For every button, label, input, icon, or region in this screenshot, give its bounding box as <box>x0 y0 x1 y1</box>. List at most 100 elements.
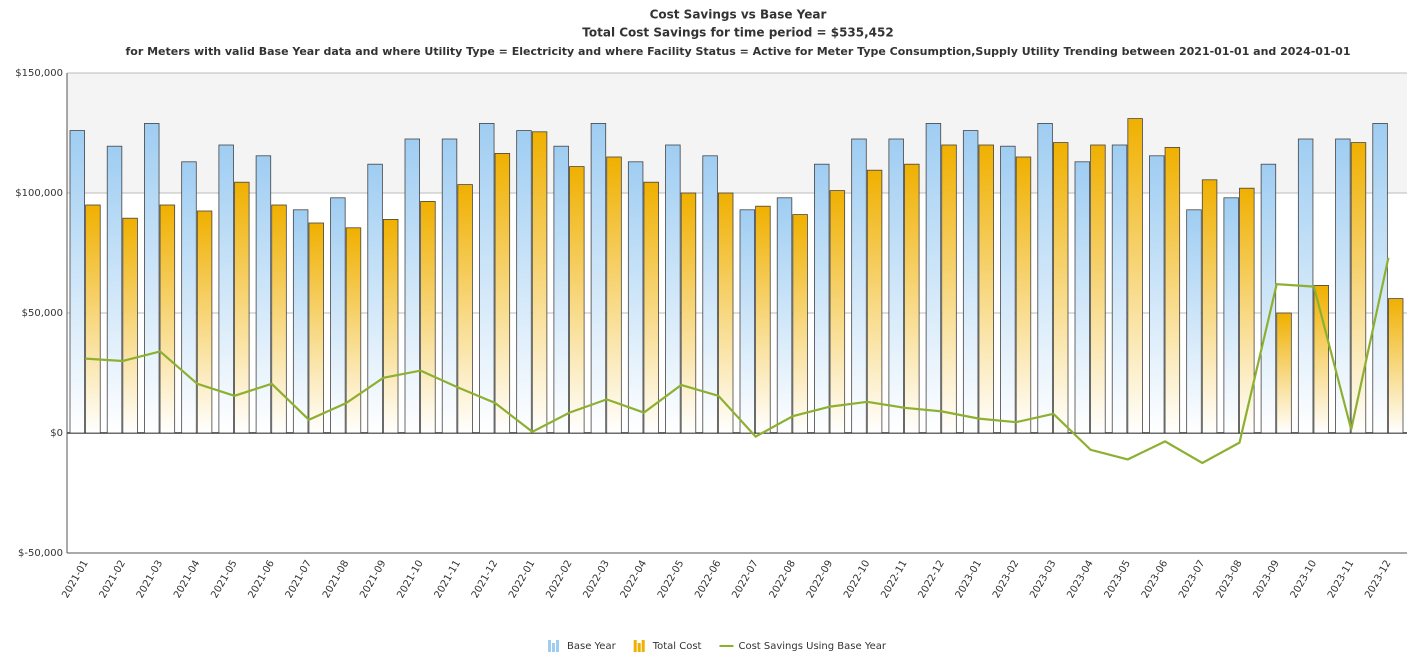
bar <box>292 209 309 434</box>
x-tick-label: 2021-12 <box>470 559 500 601</box>
bar <box>680 192 697 434</box>
x-tick-label: 2023-12 <box>1363 559 1393 601</box>
bar <box>1090 144 1106 434</box>
bar <box>1260 163 1277 434</box>
bar <box>1372 123 1388 434</box>
bar <box>702 155 718 434</box>
x-tick-label: 2021-11 <box>433 559 463 601</box>
bar <box>85 204 101 434</box>
x-tick-label: 2021-01 <box>60 559 90 601</box>
bar <box>829 190 846 434</box>
x-tick-label: 2022-01 <box>507 559 537 601</box>
x-tick-label: 2023-05 <box>1103 559 1133 601</box>
bar <box>925 123 942 434</box>
x-tick-label: 2022-10 <box>842 559 872 601</box>
bar <box>367 163 383 434</box>
bar <box>851 138 867 434</box>
x-tick-label: 2022-06 <box>693 559 723 601</box>
bar <box>122 217 138 434</box>
bar <box>345 227 362 434</box>
legend-label: Total Cost <box>652 641 702 652</box>
bar <box>1037 123 1053 434</box>
legend-swatch <box>548 640 551 652</box>
bar <box>234 181 250 434</box>
x-tick-label: 2021-06 <box>246 559 276 601</box>
bar <box>457 184 473 434</box>
x-tick-label: 2023-11 <box>1326 559 1356 601</box>
x-tick-label: 2023-02 <box>991 559 1021 601</box>
x-tick-label: 2023-06 <box>1140 559 1170 601</box>
bar <box>590 123 607 434</box>
bar <box>1239 187 1255 434</box>
bar <box>144 123 160 434</box>
y-tick-label: $0 <box>50 428 63 439</box>
x-tick-label: 2022-08 <box>768 559 798 601</box>
bar <box>1313 284 1329 434</box>
bar <box>1015 156 1032 434</box>
bar <box>643 181 659 434</box>
bar <box>196 210 213 434</box>
y-tick-label: $50,000 <box>22 308 63 319</box>
bar <box>1164 146 1181 434</box>
bar <box>330 197 346 434</box>
bar <box>1052 142 1069 434</box>
x-tick-label: 2021-07 <box>284 559 314 601</box>
plot-band <box>67 73 1407 193</box>
bar <box>159 204 176 434</box>
bar <box>404 138 421 434</box>
bar <box>1387 298 1404 434</box>
x-tick-label: 2023-08 <box>1214 559 1244 601</box>
bar <box>606 156 622 434</box>
bar <box>1186 209 1202 434</box>
bar <box>494 152 511 434</box>
x-tick-label: 2021-08 <box>321 559 351 601</box>
y-tick-label: $-50,000 <box>18 548 63 559</box>
bar <box>69 130 86 434</box>
bar <box>627 161 644 434</box>
x-tick-label: 2022-12 <box>916 559 946 601</box>
bar <box>1350 142 1367 434</box>
x-tick-label: 2021-03 <box>135 559 165 601</box>
bar <box>792 214 808 434</box>
bar <box>382 218 399 434</box>
x-tick-label: 2021-05 <box>209 559 239 601</box>
chart-description: for Meters with valid Base Year data and… <box>126 45 1351 58</box>
x-tick-label: 2022-07 <box>730 559 760 601</box>
bar <box>962 130 979 434</box>
bar <box>755 205 771 434</box>
y-tick-label: $150,000 <box>15 68 63 79</box>
x-tick-label: 2022-05 <box>656 559 686 601</box>
bar <box>479 123 495 434</box>
bar <box>181 161 197 434</box>
x-tick-label: 2022-02 <box>544 559 574 601</box>
bar <box>888 138 904 434</box>
legend-swatch <box>633 640 637 652</box>
bar <box>569 166 585 434</box>
bar <box>1127 118 1143 434</box>
legend-label: Base Year <box>567 641 617 652</box>
bar <box>106 145 123 434</box>
bar <box>1111 144 1128 434</box>
bar <box>978 144 994 434</box>
bar <box>941 144 957 434</box>
x-tick-label: 2022-11 <box>879 559 909 601</box>
x-tick-label: 2021-10 <box>395 559 425 601</box>
bar <box>271 204 287 434</box>
bar <box>218 144 234 434</box>
x-tick-label: 2022-09 <box>805 559 835 601</box>
bar <box>814 163 830 434</box>
bar <box>1149 155 1165 434</box>
x-tick-label: 2021-02 <box>98 559 128 601</box>
legend-swatch <box>552 643 555 652</box>
x-tick-label: 2023-04 <box>1065 559 1095 601</box>
x-tick-label: 2021-04 <box>172 559 202 601</box>
bar <box>420 200 436 434</box>
bar <box>255 155 272 434</box>
bar <box>1335 138 1351 434</box>
bar <box>739 209 756 434</box>
x-tick-label: 2022-04 <box>619 559 649 601</box>
bar <box>1074 161 1091 434</box>
line <box>85 257 1390 465</box>
x-tick-label: 2023-03 <box>1028 559 1058 601</box>
